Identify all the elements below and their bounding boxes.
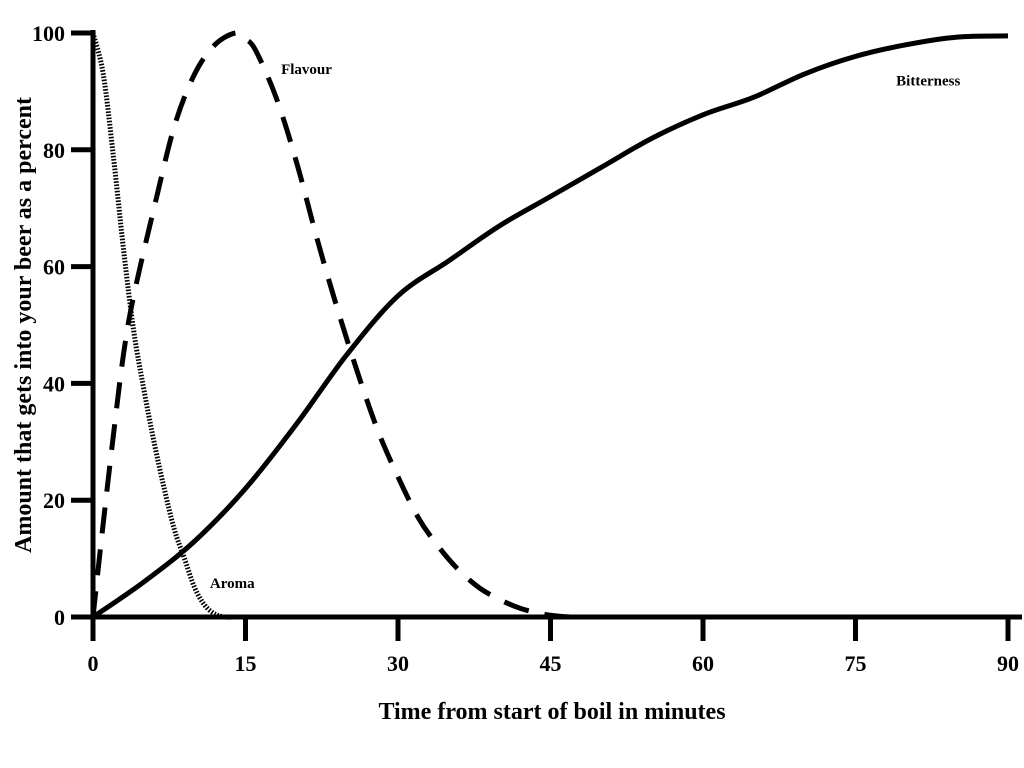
- x-tick-label: 30: [387, 651, 409, 676]
- x-tick-label: 90: [997, 651, 1019, 676]
- series-label-aroma: Aroma: [210, 576, 255, 592]
- x-axis-title: Time from start of boil in minutes: [378, 699, 725, 725]
- series-label-bitterness: Bitterness: [896, 74, 960, 90]
- series-line-aroma: [90, 32, 236, 620]
- x-tick-label: 75: [845, 651, 867, 676]
- series-labels: Flavour Aroma Bitterness: [210, 62, 961, 592]
- y-tick-label: 100: [32, 21, 65, 46]
- x-tick-label: 60: [692, 651, 714, 676]
- y-tick-label: 0: [54, 605, 65, 630]
- series-group: [90, 30, 1009, 620]
- y-axis-title: Amount that gets into your beer as a per…: [11, 97, 37, 553]
- series-line-flavour: [90, 30, 571, 620]
- series-label-flavour: Flavour: [281, 62, 332, 78]
- y-tick-label: 60: [43, 255, 65, 280]
- y-tick-label: 40: [43, 371, 65, 396]
- x-tick-label: 15: [235, 651, 257, 676]
- y-tick-label: 80: [43, 138, 65, 163]
- series-line-bitterness: [91, 33, 1009, 620]
- y-tick-label: 20: [43, 488, 65, 513]
- x-tick-label: 0: [88, 651, 99, 676]
- axes: 0 15 30 45 60 75 90 0 20 40 60 80 100: [32, 21, 1022, 676]
- x-tick-label: 45: [540, 651, 562, 676]
